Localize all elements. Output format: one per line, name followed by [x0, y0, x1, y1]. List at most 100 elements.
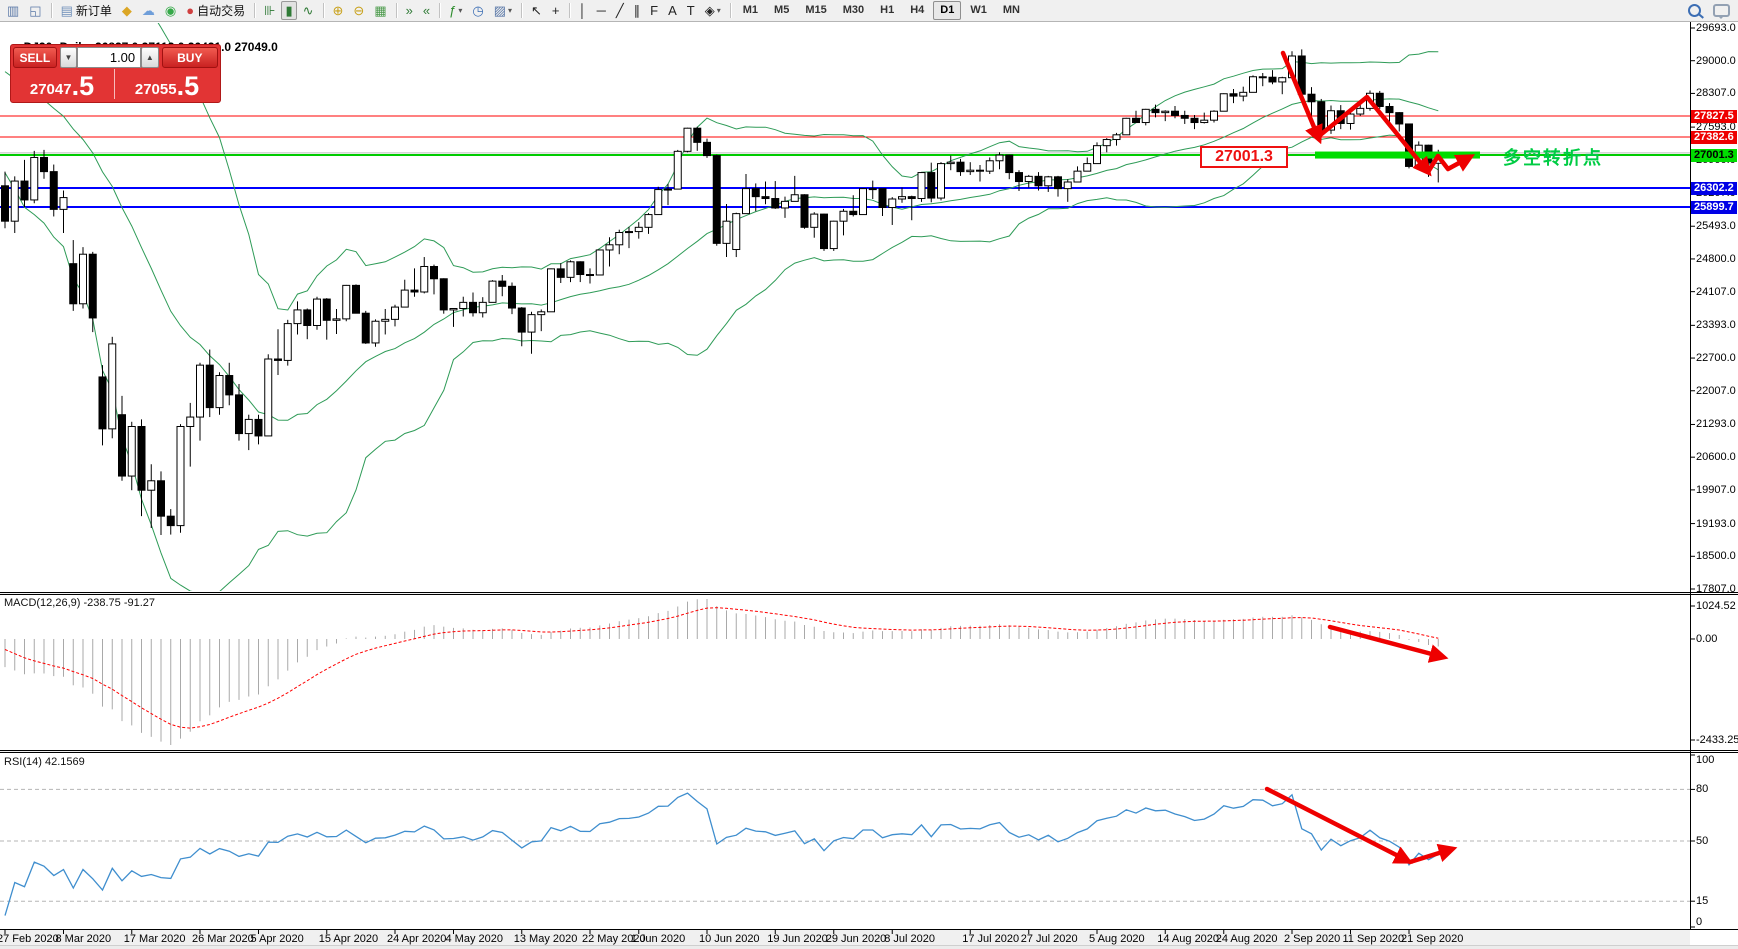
one-click-trade-panel: SELL ▼ ▲ BUY 27047.5 27055.5: [10, 44, 221, 103]
price-tick-label: 24107.0: [1696, 285, 1736, 298]
candle-body: [966, 169, 975, 173]
signals-button[interactable]: ◉: [161, 1, 180, 20]
zoom-out-button[interactable]: ⊖: [349, 1, 368, 20]
trend-arrow-drawing: [1327, 624, 1449, 663]
chart-shift-button[interactable]: «: [419, 1, 434, 20]
text-label-icon: T: [686, 3, 695, 18]
line-chart-icon: ∿: [302, 3, 314, 18]
candle-body: [137, 425, 146, 491]
new-order-button[interactable]: ▤ 新订单: [57, 1, 116, 20]
date-tick-label: 19 Jun 2020: [767, 933, 828, 945]
bar-chart-button[interactable]: ⊪: [260, 1, 279, 20]
timeframe-w1[interactable]: W1: [970, 4, 987, 16]
templates-button[interactable]: ▨ ▾: [490, 1, 516, 20]
crosshair-button[interactable]: +: [548, 1, 564, 20]
auto-scroll-button[interactable]: »: [402, 1, 417, 20]
buy-button[interactable]: BUY: [161, 47, 218, 68]
sell-price[interactable]: 27047.5: [11, 68, 113, 102]
candle-body: [956, 161, 965, 173]
candle-body: [732, 213, 741, 251]
sell-button[interactable]: SELL: [13, 47, 57, 68]
gold-ingot-button[interactable]: ◆: [118, 1, 136, 20]
candle-body: [469, 301, 477, 314]
turning-point-annotation[interactable]: 多空转折点: [1503, 148, 1603, 168]
timeframe-mn[interactable]: MN: [1002, 4, 1020, 16]
timeframe-m15[interactable]: M15: [805, 4, 827, 16]
buy-price-int: 27055: [134, 81, 177, 98]
cursor-icon: ↖: [531, 3, 542, 18]
rsi-tick-label: 50: [1696, 835, 1709, 847]
horizontal-line-icon: ─: [596, 3, 606, 18]
window-bottom-edge: [0, 945, 1738, 949]
candle-body: [634, 226, 643, 233]
equidistant-channel-button[interactable]: ∥: [630, 1, 645, 20]
date-tick-label: 29 Jun 2020: [825, 933, 887, 945]
candle-body: [761, 196, 770, 200]
volume-decrease-button[interactable]: ▼: [59, 47, 78, 68]
buy-price[interactable]: 27055.5: [116, 68, 218, 102]
cursor-button[interactable]: ↖: [527, 1, 546, 20]
new-chart-button[interactable]: ▥: [3, 1, 23, 20]
candle-body: [1141, 108, 1150, 124]
templates-button-dropdown[interactable]: ▾: [507, 6, 512, 15]
timeframe-m5[interactable]: M5: [774, 4, 790, 16]
indicators-button-dropdown[interactable]: ▾: [458, 6, 463, 15]
date-tick-label: 10 Jun 2020: [699, 933, 760, 945]
candlestick-chart-button[interactable]: ▮: [281, 1, 297, 20]
candle-body: [1005, 154, 1014, 174]
date-axis: 27 Feb 2020 8 Mar 2020 17 Mar 2020 26 Mar 2…: [0, 933, 1690, 947]
candle-body: [790, 194, 799, 202]
text-button[interactable]: A: [664, 1, 681, 20]
horizontal-line-button[interactable]: ─: [593, 1, 610, 20]
vertical-line-button[interactable]: │: [575, 1, 591, 20]
tile-windows-button[interactable]: ▦: [370, 1, 390, 20]
candle-body: [186, 416, 195, 427]
bollinger-band-line: [4, 134, 1439, 591]
price-tick-label: 29693.0: [1696, 22, 1736, 34]
candle-body: [576, 261, 585, 276]
new-chart-icon: ▥: [7, 3, 20, 18]
text-label-button[interactable]: T: [683, 1, 699, 20]
zoom-in-icon: ⊕: [332, 3, 344, 18]
timeframe-h4[interactable]: H4: [910, 4, 925, 16]
chart-graphic: [0, 595, 1690, 750]
chat-button[interactable]: [1713, 4, 1730, 19]
macd-tick-label: -2433.25: [1696, 734, 1738, 746]
periods-button[interactable]: ◷: [468, 1, 487, 20]
indicators-button[interactable]: ƒ ▾: [445, 1, 466, 20]
community-button[interactable]: ☁: [138, 1, 159, 20]
candle-body: [108, 343, 117, 430]
price-axis: 29693.029000.028307.027593.026900.026207…: [1696, 0, 1738, 949]
candle-body: [673, 150, 682, 190]
candle-body: [654, 189, 663, 216]
candle-body: [293, 309, 302, 325]
search-button[interactable]: [1688, 4, 1701, 17]
price-tick-label: 27593.0: [1696, 121, 1736, 134]
macd-axis: 1024.52 0.00 -2433.25: [1696, 0, 1738, 949]
candle-body: [907, 196, 916, 200]
rsi-indicator-label: RSI(14) 42.1569: [4, 756, 85, 768]
fibonacci-button[interactable]: F: [646, 1, 662, 20]
candle-body: [537, 311, 546, 316]
date-tick-label: 1 Jun 2020: [630, 933, 686, 945]
trend-arrow-drawing: [1407, 843, 1458, 865]
candle-body: [352, 284, 360, 314]
timeframe-d1[interactable]: D1: [933, 1, 962, 20]
arrows-button[interactable]: ◈ ▾: [701, 1, 725, 20]
auto-trading-button[interactable]: ● 自动交易: [182, 1, 249, 20]
profiles-button[interactable]: ◱: [25, 1, 45, 20]
arrows-button-dropdown[interactable]: ▾: [716, 6, 721, 15]
line-chart-button[interactable]: ∿: [299, 1, 318, 20]
volume-input[interactable]: [77, 47, 142, 68]
candle-body: [1015, 172, 1023, 183]
candle-body: [644, 214, 653, 228]
price-note-annotation[interactable]: 27001.3: [1200, 146, 1288, 168]
zoom-in-button[interactable]: ⊕: [329, 1, 348, 20]
timeframe-h1[interactable]: H1: [880, 4, 895, 16]
timeframe-m30[interactable]: M30: [842, 4, 865, 16]
timeframe-m1[interactable]: M1: [742, 4, 759, 16]
candle-body: [556, 268, 565, 278]
trendline-button[interactable]: ╱: [612, 1, 628, 20]
volume-increase-button[interactable]: ▲: [141, 47, 159, 68]
